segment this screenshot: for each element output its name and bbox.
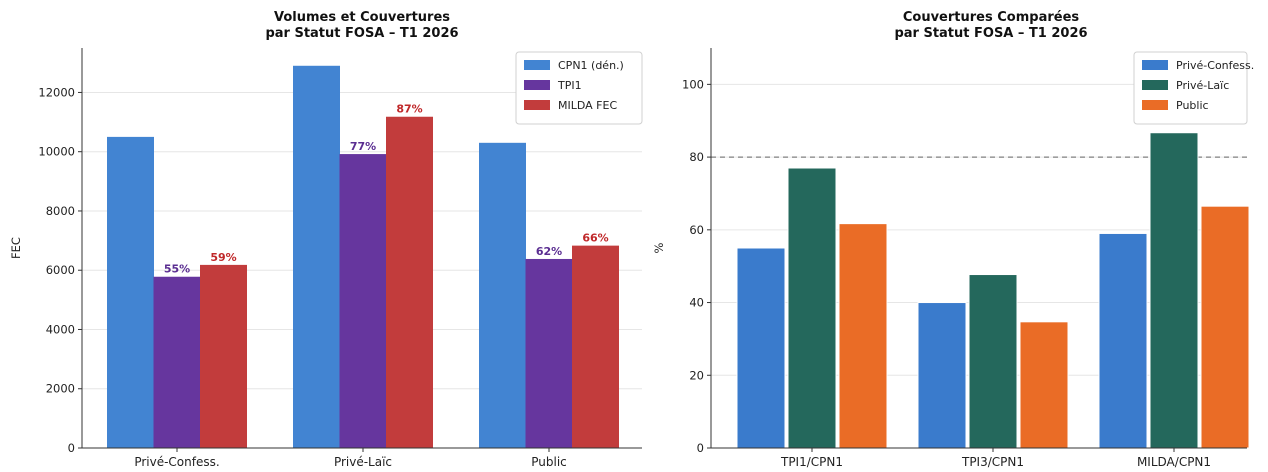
chart-volumes-panel: Volumes et Couvertures par Statut FOSA – … [9,10,643,469]
y-tick-label: 0 [697,441,704,455]
bar [787,167,837,449]
bar [1098,232,1148,449]
legend-swatch [524,80,550,90]
bar [917,302,967,449]
legend-label: Privé-Laïc [1176,79,1229,92]
y-tick-label: 60 [689,223,704,237]
legend-swatch [1142,80,1168,90]
bar [386,116,433,449]
bar [838,223,888,449]
data-label: 55% [164,263,190,276]
y-tick-label: 100 [682,77,704,91]
data-label: 66% [582,232,608,245]
y-tick-label: 10000 [38,145,75,159]
bar [1019,321,1069,449]
x-tick-label: TPI3/CPN1 [961,455,1024,469]
y-tick-label: 0 [68,441,75,455]
chart-coverage-panel: Couvertures Comparées par Statut FOSA – T… [650,0,1268,472]
y-axis-label: % [652,242,666,253]
legend-label: MILDA FEC [558,99,617,112]
data-label: 59% [210,251,236,264]
y-tick-label: 4000 [46,322,75,336]
legend-swatch [1142,60,1168,70]
legend-swatch [1142,100,1168,110]
data-label: 77% [350,140,376,153]
data-label: 62% [536,245,562,258]
y-axis-label: FEC [9,237,23,259]
bar [1200,205,1250,449]
chart-title-line2: par Statut FOSA – T1 2026 [265,26,458,41]
x-tick-label: MILDA/CPN1 [1137,455,1211,469]
y-tick-label: 40 [689,296,704,310]
y-tick-label: 20 [689,368,704,382]
bar [572,245,619,448]
legend-label: Privé-Confess. [1176,59,1254,72]
chart-title-line1: Couvertures Comparées [903,10,1080,25]
y-tick-label: 12000 [38,85,75,99]
bar [339,154,387,448]
bar [1149,132,1199,449]
chart-title-line1: Volumes et Couvertures [274,10,450,25]
bar [153,276,201,448]
bar [525,258,573,448]
bar [200,264,247,448]
bar [107,136,154,448]
bar [293,65,340,449]
y-tick-label: 6000 [46,263,75,277]
bar [479,142,526,448]
y-tick-label: 80 [689,150,704,164]
legend-swatch [524,100,550,110]
x-tick-label: Privé-Laïc [334,455,392,469]
data-label: 87% [396,103,422,116]
legend-label: TPI1 [557,79,582,92]
legend-swatch [524,60,550,70]
chart-title-line2: par Statut FOSA – T1 2026 [894,26,1087,41]
y-tick-label: 8000 [46,204,75,218]
bar [736,247,786,449]
x-tick-label: TPI1/CPN1 [780,455,843,469]
y-tick-label: 2000 [46,382,75,396]
legend-label: CPN1 (dén.) [558,59,624,72]
bar [968,274,1018,449]
x-tick-label: Privé-Confess. [134,455,219,469]
legend-label: Public [1176,99,1209,112]
x-tick-label: Public [531,455,567,469]
